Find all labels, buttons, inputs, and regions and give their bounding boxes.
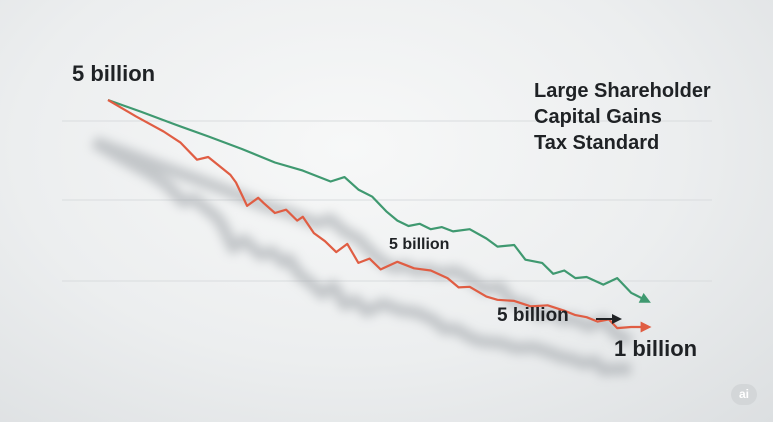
series-2-shadow <box>90 136 631 377</box>
line-shadow <box>90 136 634 377</box>
pointer-arrow-head <box>612 314 622 324</box>
ai-badge: ai <box>731 384 757 405</box>
series-2-line <box>107 99 652 333</box>
chart-title: Large Shareholder Capital Gains Tax Stan… <box>534 78 711 156</box>
series-1-line <box>107 98 651 303</box>
lower-value-label: 5 billion <box>497 305 569 326</box>
title-line-3: Tax Standard <box>534 132 660 154</box>
middle-value-label: 5 billion <box>389 236 450 253</box>
start-value-label: 5 billion <box>72 61 156 86</box>
title-line-2: Capital Gains <box>534 106 662 128</box>
end-value-label: 1 billion <box>614 336 698 361</box>
title-line-1: Large Shareholder <box>534 80 711 102</box>
annotations <box>596 314 622 324</box>
grid-lines <box>62 120 712 282</box>
series-lines <box>107 98 652 333</box>
